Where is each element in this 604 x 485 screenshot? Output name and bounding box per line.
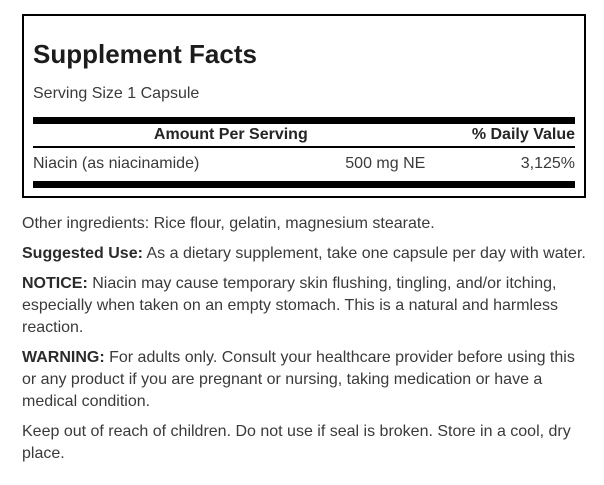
warning-text: For adults only. Consult your healthcare… [22,349,575,410]
suggested-use-text: As a dietary supplement, take one capsul… [142,245,586,262]
suggested-use-paragraph: Suggested Use: As a dietary supplement, … [22,243,586,265]
warning-paragraph: WARNING: For adults only. Consult your h… [22,347,586,413]
storage-text: Keep out of reach of children. Do not us… [22,423,571,462]
notice-paragraph: NOTICE: Niacin may cause temporary skin … [22,273,586,339]
supplement-facts-panel: Supplement Facts Serving Size 1 Capsule … [22,14,586,198]
nutrient-row-niacin: Niacin (as niacinamide) 500 mg NE 3,125% [33,148,575,181]
nutrient-name: Niacin (as niacinamide) [33,155,200,172]
thick-rule-bottom [33,181,575,188]
column-header-amount-per-serving: Amount Per Serving [153,126,308,143]
warning-label: WARNING: [22,349,105,366]
notice-label: NOTICE: [22,275,88,292]
label-body-text: Other ingredients: Rice flour, gelatin, … [22,213,586,465]
notice-text: Niacin may cause temporary skin flushing… [22,275,558,336]
nutrient-amount: 500 mg NE [345,155,426,172]
thick-rule-top [33,117,575,124]
other-ingredients-paragraph: Other ingredients: Rice flour, gelatin, … [22,213,586,235]
facts-header-row: Amount Per Serving % Daily Value [33,124,575,148]
supplement-label-page: Supplement Facts Serving Size 1 Capsule … [22,14,586,465]
nutrient-daily-value: 3,125% [520,155,575,172]
other-ingredients-text: Other ingredients: Rice flour, gelatin, … [22,215,435,232]
suggested-use-label: Suggested Use: [22,245,143,262]
supplement-facts-title: Supplement Facts [33,39,257,69]
column-header-daily-value: % Daily Value [471,126,575,143]
storage-paragraph: Keep out of reach of children. Do not us… [22,421,586,465]
serving-size-text: Serving Size 1 Capsule [33,85,200,102]
